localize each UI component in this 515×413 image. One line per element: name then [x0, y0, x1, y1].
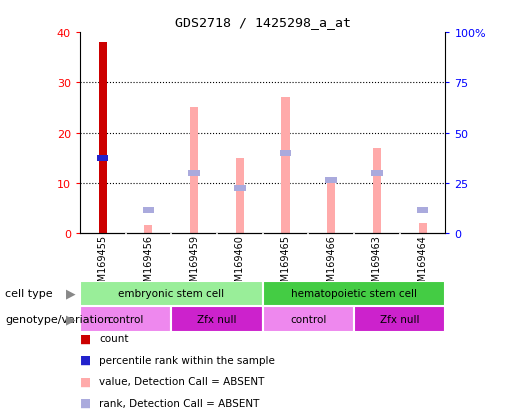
Bar — [171, 306, 263, 332]
Text: ■: ■ — [80, 332, 91, 345]
Bar — [325, 178, 337, 184]
Bar — [419, 223, 427, 233]
Text: control: control — [290, 314, 327, 324]
Bar — [143, 208, 154, 214]
Text: GSM169464: GSM169464 — [418, 235, 427, 294]
Bar — [80, 281, 263, 306]
Text: Zfx null: Zfx null — [380, 314, 420, 324]
Title: GDS2718 / 1425298_a_at: GDS2718 / 1425298_a_at — [175, 16, 351, 29]
Text: Zfx null: Zfx null — [197, 314, 237, 324]
Bar — [373, 148, 381, 233]
Bar — [188, 170, 200, 176]
Text: hematopoietic stem cell: hematopoietic stem cell — [291, 289, 417, 299]
Text: rank, Detection Call = ABSENT: rank, Detection Call = ABSENT — [99, 398, 260, 408]
Bar — [263, 306, 354, 332]
Bar — [417, 208, 428, 214]
Text: GSM169460: GSM169460 — [235, 235, 245, 294]
Text: percentile rank within the sample: percentile rank within the sample — [99, 355, 276, 365]
Text: GSM169465: GSM169465 — [281, 235, 290, 294]
Text: genotype/variation: genotype/variation — [5, 314, 111, 324]
Text: ▶: ▶ — [66, 287, 76, 300]
Bar — [354, 306, 445, 332]
Text: ■: ■ — [80, 396, 91, 409]
Bar — [371, 170, 383, 176]
Text: GSM169455: GSM169455 — [98, 235, 108, 294]
Bar — [327, 181, 335, 233]
Text: GSM169463: GSM169463 — [372, 235, 382, 294]
Bar — [280, 150, 291, 156]
Text: GSM169456: GSM169456 — [143, 235, 153, 294]
Text: cell type: cell type — [5, 289, 53, 299]
Bar — [190, 108, 198, 233]
Bar — [234, 185, 246, 191]
Text: GSM169459: GSM169459 — [189, 235, 199, 294]
Text: control: control — [107, 314, 144, 324]
Text: ■: ■ — [80, 353, 91, 366]
Bar — [263, 281, 445, 306]
Bar — [80, 306, 171, 332]
Bar — [236, 158, 244, 233]
Text: value, Detection Call = ABSENT: value, Detection Call = ABSENT — [99, 376, 265, 386]
Bar — [98, 43, 107, 233]
Text: GSM169466: GSM169466 — [326, 235, 336, 294]
Text: ▶: ▶ — [66, 313, 76, 326]
Bar — [97, 155, 109, 161]
Text: count: count — [99, 333, 129, 343]
Text: embryonic stem cell: embryonic stem cell — [118, 289, 225, 299]
Bar — [144, 226, 152, 233]
Bar — [281, 98, 289, 233]
Text: ■: ■ — [80, 375, 91, 388]
